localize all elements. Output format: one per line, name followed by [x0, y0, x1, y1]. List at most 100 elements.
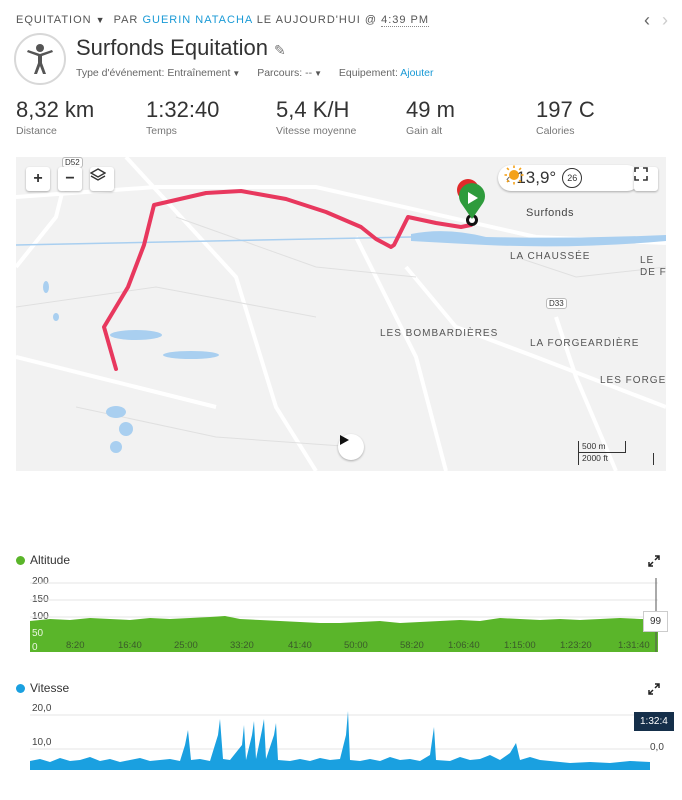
altitude-x-tick: 1:06:40: [448, 640, 480, 651]
speed-title-text: Vitesse: [30, 681, 70, 695]
speed-y-20: 20,0: [32, 703, 52, 714]
date-prefix: LE AUJOURD'HUI @: [256, 14, 378, 26]
activity-navigation: ‹ ›: [632, 10, 668, 31]
weather-widget[interactable]: ‹ 13,9° 26: [498, 165, 640, 191]
edit-pencil-icon[interactable]: ✎: [274, 42, 286, 58]
activity-map[interactable]: D52 D33 Surfonds LA CHAUSSÉE LE DE F LES…: [16, 157, 666, 471]
zoom-out-button[interactable]: −: [58, 167, 82, 191]
altitude-chart[interactable]: [30, 578, 658, 652]
by-label: PAR: [113, 14, 139, 26]
altitude-tooltip: 99: [643, 611, 669, 632]
altitude-y-0: 0: [32, 642, 38, 653]
play-route-button[interactable]: [338, 434, 364, 460]
stat-calories: 197 C Calories: [536, 97, 595, 137]
altitude-x-tick: 41:40: [288, 640, 312, 651]
previous-arrow-icon[interactable]: ‹: [644, 10, 650, 30]
stat-value: 49 m: [406, 97, 455, 122]
event-type-label: Type d'événement:: [76, 67, 165, 79]
speed-chart[interactable]: [30, 705, 650, 770]
course-label: Parcours:: [257, 67, 303, 79]
course-value[interactable]: --: [305, 67, 313, 79]
altitude-x-tick: 25:00: [174, 640, 198, 651]
activity-type-avatar: [14, 33, 66, 85]
map-scale: 500 m 2000 ft: [578, 441, 658, 467]
speed-y-10: 10,0: [32, 737, 52, 748]
activity-header-line: EQUITATION ▼ PAR GUERIN NATACHA LE AUJOUR…: [16, 14, 430, 27]
play-icon: [340, 435, 349, 445]
zoom-in-button[interactable]: +: [26, 167, 50, 191]
place-edge-2: DE F: [640, 267, 666, 278]
speed-expand-icon[interactable]: [648, 683, 660, 698]
altitude-legend-dot: [16, 555, 25, 565]
place-la-chaussee: LA CHAUSSÉE: [510, 251, 591, 262]
person-icon: [27, 44, 53, 74]
fullscreen-button[interactable]: [634, 167, 658, 191]
speed-chart-title: Vitesse: [16, 681, 69, 695]
altitude-x-tick: 16:40: [118, 640, 142, 651]
altitude-y-200: 200: [32, 576, 49, 587]
road-badge-d33: D33: [546, 298, 567, 309]
wind-speed-badge: 26: [562, 168, 583, 188]
place-les-bombardieres: LES BOMBARDIÈRES: [380, 328, 499, 339]
altitude-chart-title: Altitude: [16, 553, 70, 567]
expand-icon: [634, 167, 648, 181]
stat-label: Gain alt: [406, 125, 443, 137]
stat-value: 197 C: [536, 97, 595, 122]
stat-value: 8,32 km: [16, 97, 95, 122]
place-edge-1: LE: [640, 255, 655, 266]
chevron-down-icon[interactable]: ▼: [314, 69, 322, 78]
activity-time[interactable]: 4:39 PM: [381, 14, 430, 27]
activity-type-label[interactable]: EQUITATION: [16, 14, 92, 26]
chevron-down-icon[interactable]: ▼: [95, 15, 106, 25]
activity-meta: Type d'événement: Entraînement ▼ Parcours…: [76, 67, 448, 79]
route-line[interactable]: [102, 189, 473, 371]
chevron-down-icon[interactable]: ▼: [232, 69, 241, 78]
user-link[interactable]: GUERIN NATACHA: [142, 14, 253, 26]
altitude-x-tick: 58:20: [400, 640, 424, 651]
stat-time: 1:32:40 Temps: [146, 97, 219, 137]
stat-label: Calories: [536, 125, 575, 137]
altitude-area: [30, 616, 658, 652]
stat-value: 1:32:40: [146, 97, 220, 122]
course-group: Parcours: -- ▼: [257, 67, 325, 79]
altitude-x-tick: 50:00: [344, 640, 368, 651]
speed-value-tooltip: 0,0: [650, 742, 664, 753]
scale-imperial: 2000 ft: [578, 453, 654, 465]
altitude-x-axis: 8:20 16:40 25:00 33:20 41:40 50:00 58:20…: [30, 640, 658, 652]
chevron-left-icon[interactable]: ‹: [506, 170, 511, 186]
speed-area: [30, 711, 650, 770]
stat-label: Vitesse moyenne: [276, 125, 357, 137]
stat-label: Distance: [16, 125, 57, 137]
altitude-y-50: 50: [32, 628, 44, 639]
stat-elevation-gain: 49 m Gain alt: [406, 97, 455, 137]
altitude-x-tick: 1:23:20: [560, 640, 592, 651]
activity-title-text[interactable]: Surfonds Equitation: [76, 35, 269, 60]
stat-label: Temps: [146, 125, 177, 137]
place-les-forges: LES FORGES: [600, 375, 666, 386]
place-surfonds: Surfonds: [526, 207, 575, 219]
map-canvas[interactable]: [16, 157, 666, 471]
equipment-group: Equipement: Ajouter: [339, 67, 434, 79]
equipment-add-link[interactable]: Ajouter: [400, 67, 434, 79]
event-type-value[interactable]: Entraînement: [167, 67, 231, 79]
activity-title: Surfonds Equitation ✎: [76, 35, 286, 61]
equipment-label: Equipement:: [338, 67, 398, 79]
scale-metric: 500 m: [578, 441, 626, 453]
altitude-expand-icon[interactable]: [648, 555, 660, 570]
speed-legend-dot: [16, 683, 25, 693]
event-type-group: Type d'événement: Entraînement ▼: [76, 67, 243, 79]
altitude-x-tick: 8:20: [66, 640, 85, 651]
temperature-value: 13,9°: [516, 168, 557, 187]
sun-icon: [504, 165, 524, 185]
altitude-x-tick: 1:31:40: [618, 640, 650, 651]
stat-value: 5,4 K/H: [276, 97, 350, 122]
layers-icon: [90, 168, 106, 181]
stat-distance: 8,32 km Distance: [16, 97, 94, 137]
map-layers-button[interactable]: [90, 167, 114, 191]
speed-time-tooltip: 1:32:4: [634, 712, 674, 731]
altitude-x-tick: 1:15:00: [504, 640, 536, 651]
place-la-forgeardiere: LA FORGEARDIÈRE: [530, 338, 640, 349]
stat-avg-speed: 5,4 K/H Vitesse moyenne: [276, 97, 356, 137]
altitude-x-tick: 33:20: [230, 640, 254, 651]
next-arrow-icon[interactable]: ›: [662, 10, 668, 30]
